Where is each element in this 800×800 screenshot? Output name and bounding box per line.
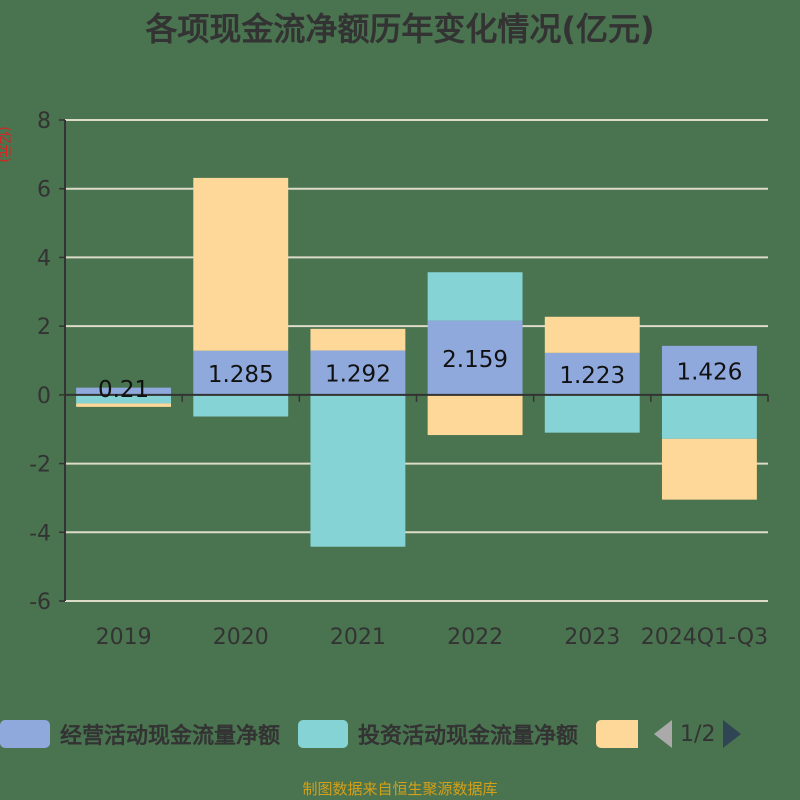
bar-segment[interactable]	[544, 352, 640, 395]
y-tick-label: -2	[29, 453, 51, 478]
x-tick-label: 2019	[96, 625, 152, 650]
legend-label: 经营活动现金流量净额	[60, 724, 281, 749]
legend-swatch	[298, 720, 349, 748]
legend-item-investing[interactable]: 投资活动现金流量净额	[298, 718, 578, 750]
bar-segment[interactable]	[427, 272, 523, 321]
legend-page-indicator: 1/2	[680, 721, 716, 747]
legend-swatch	[0, 720, 50, 748]
bar-segment[interactable]	[427, 394, 523, 436]
data-label: 1.223	[559, 363, 625, 389]
legend-pager: 1/2	[654, 720, 742, 748]
bar-chart: -6 -4 -2 0 2 4 6 8 2019 2020 2021 2022 2023 2024Q1-Q3…	[29, 109, 769, 650]
bar-segment[interactable]	[661, 438, 757, 500]
legend-label: 投资活动现金流量净额	[358, 724, 579, 749]
x-tick-label: 2024Q1-Q3	[641, 625, 768, 650]
data-source-note: 制图数据来自恒生聚源数据库	[302, 780, 498, 798]
data-label: 1.292	[325, 362, 391, 388]
y-tick-label: 2	[37, 315, 51, 340]
legend-item-operating[interactable]: 经营活动现金流量净额	[0, 718, 280, 750]
chart-title: 各项现金流净额历年变化情况(亿元)	[145, 10, 655, 48]
y-tick-label: 6	[37, 178, 51, 203]
y-tick-label: 8	[37, 109, 51, 134]
bar-segment[interactable]	[310, 394, 406, 547]
bar-segment[interactable]	[544, 394, 640, 433]
data-label: 1.426	[676, 359, 742, 385]
x-tick-label: 2023	[564, 625, 620, 650]
y-tick-label: 4	[37, 246, 51, 271]
data-label: 1.285	[208, 362, 274, 388]
bar-segment[interactable]	[193, 394, 289, 417]
y-tick-label: 0	[37, 384, 51, 409]
bar-segment[interactable]	[310, 328, 406, 351]
bar-segment[interactable]	[427, 320, 523, 395]
bar-segment[interactable]	[76, 387, 172, 395]
legend: 经营活动现金流量净额 投资活动现金流量净额 1/2	[0, 716, 742, 752]
y-tick-label: -4	[29, 521, 51, 546]
bar-segment[interactable]	[193, 177, 289, 351]
bar-segment[interactable]	[661, 345, 757, 395]
bar-segment[interactable]	[76, 394, 172, 404]
next-page-icon[interactable]	[723, 720, 742, 748]
prev-page-icon[interactable]	[654, 720, 673, 748]
bar-segment[interactable]	[661, 394, 757, 439]
legend-swatch	[596, 720, 639, 748]
x-tick-label: 2022	[447, 625, 503, 650]
x-tick-label: 2021	[330, 625, 386, 650]
bar-segment[interactable]	[76, 403, 172, 407]
bar-segment[interactable]	[310, 350, 406, 395]
legend-item-financing[interactable]	[596, 720, 648, 748]
y-tick-label: -6	[29, 590, 51, 615]
data-label: 2.159	[442, 347, 508, 373]
bar-segment[interactable]	[544, 316, 640, 353]
bar-segment[interactable]	[193, 350, 289, 395]
data-label: 0.21	[98, 377, 149, 403]
x-tick-label: 2020	[213, 625, 269, 650]
